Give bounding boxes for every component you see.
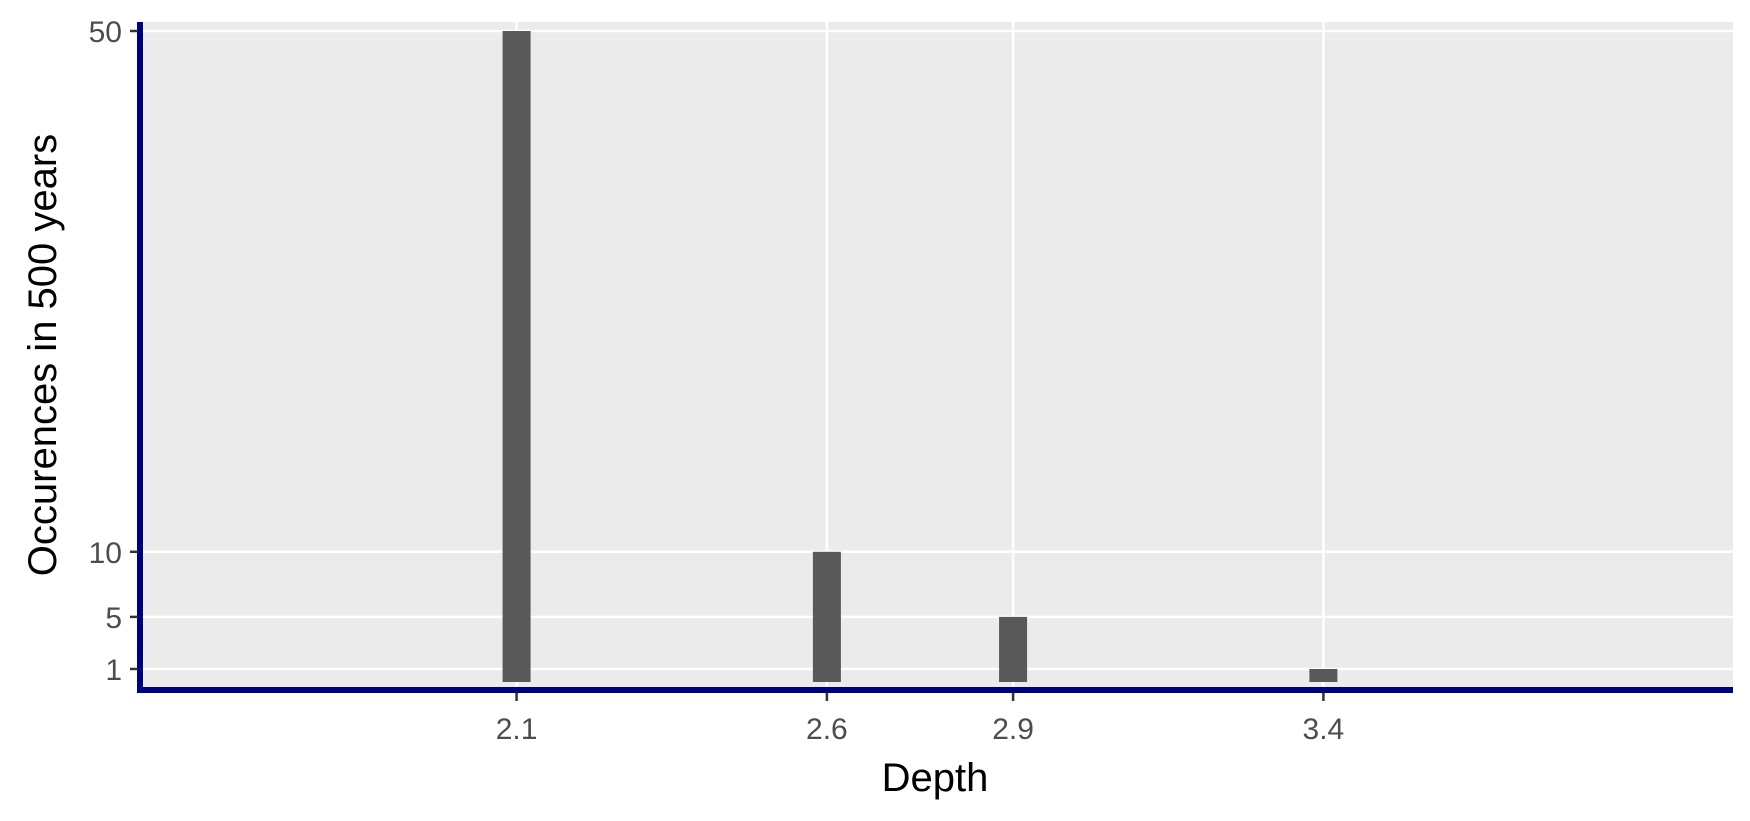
x-tick-label-2.6: 2.6 [806, 713, 848, 746]
bar-2.6 [812, 551, 841, 682]
x-tick-label-2.1: 2.1 [496, 713, 538, 746]
y-tick-label-10: 10 [89, 537, 122, 570]
bars [502, 31, 1338, 682]
x-axis-title: Depth [882, 756, 989, 800]
x-axis-ticks: 2.1 2.6 2.9 3.4 [496, 693, 1345, 746]
y-axis-ticks: 1 5 10 50 [89, 16, 138, 687]
bar-2.1 [502, 31, 531, 682]
y-tick-label-50: 50 [89, 16, 122, 49]
x-tick-label-2.9: 2.9 [992, 713, 1034, 746]
bar-2.9 [999, 616, 1028, 682]
y-axis-title: Occurences in 500 years [21, 134, 65, 576]
y-tick-label-5: 5 [105, 602, 122, 635]
y-tick-label-1: 1 [105, 654, 122, 687]
bar-3.4 [1309, 668, 1338, 682]
plot-panel [138, 22, 1733, 688]
x-tick-label-3.4: 3.4 [1303, 713, 1345, 746]
